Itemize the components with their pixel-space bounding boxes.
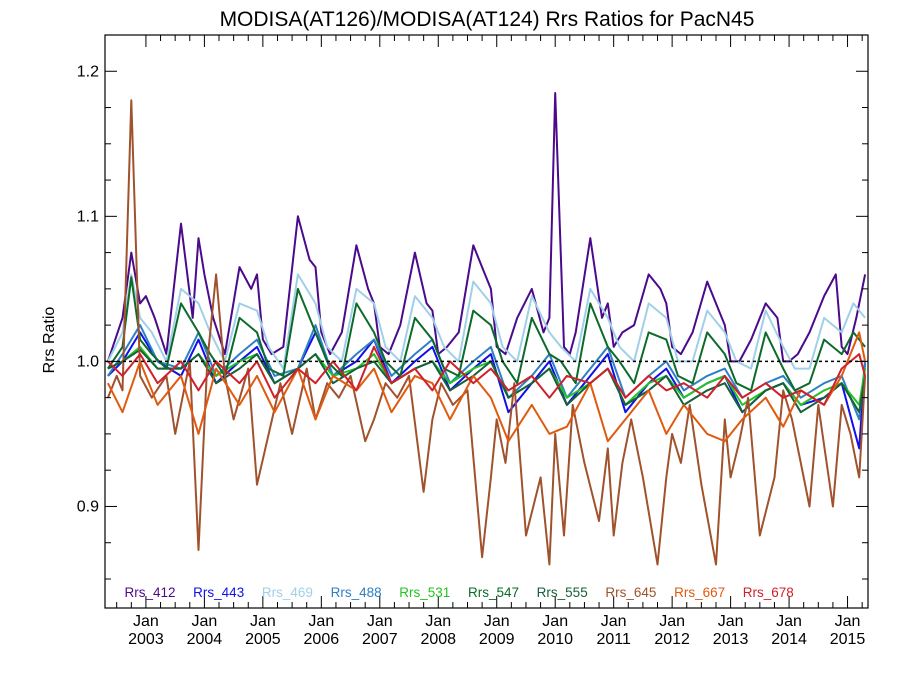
series-line-rrs-678: [107, 345, 867, 406]
legend-entry-rrs-469: Rrs_469: [262, 585, 313, 600]
legend-entry-rrs-678: Rrs_678: [743, 585, 794, 600]
series-line-rrs-547: [107, 276, 866, 392]
x-tick-label-month: Jan: [542, 613, 568, 630]
y-tick-label: 1.0: [77, 353, 99, 370]
x-tick-label-month: Jan: [425, 613, 451, 630]
legend-entry-rrs-443: Rrs_443: [193, 585, 244, 600]
legend-entry-rrs-531: Rrs_531: [399, 585, 450, 600]
legend-entry-rrs-555: Rrs_555: [537, 585, 588, 600]
y-tick-label: 1.2: [77, 63, 99, 80]
chart-title: MODISA(AT126)/MODISA(AT124) Rrs Ratios f…: [220, 8, 755, 31]
x-tick-label-month: Jan: [191, 613, 217, 630]
legend-entry-rrs-645: Rrs_645: [605, 585, 656, 600]
x-tick-label-month: Jan: [776, 613, 802, 630]
axis-layer: 0.91.01.11.2Jan2003Jan2004Jan2005Jan2006…: [77, 34, 869, 648]
x-tick-label-year: 2011: [596, 631, 631, 648]
series-layer: [106, 92, 867, 566]
series-line-rrs-555: [107, 348, 867, 414]
x-tick-label-year: 2004: [187, 631, 223, 648]
x-tick-label-month: Jan: [308, 613, 334, 630]
y-tick-label: 0.9: [77, 498, 99, 515]
x-tick-label-year: 2012: [654, 631, 690, 648]
x-tick-label-year: 2007: [362, 631, 398, 648]
x-tick-label-month: Jan: [250, 613, 276, 630]
x-tick-label-year: 2006: [304, 631, 340, 648]
series-line-rrs-667: [107, 331, 867, 443]
x-tick-label-year: 2009: [479, 631, 515, 648]
x-tick-label-year: 2008: [420, 631, 456, 648]
y-axis-label: Rrs Ratio: [41, 307, 58, 374]
x-tick-label-year: 2015: [830, 631, 866, 648]
plot-frame: [104, 34, 869, 609]
x-tick-label-month: Jan: [835, 613, 861, 630]
y-tick-label: 1.1: [77, 208, 99, 225]
x-tick-label-year: 2003: [128, 631, 164, 648]
x-tick-label-month: Jan: [718, 613, 744, 630]
legend-entry-rrs-667: Rrs_667: [674, 585, 725, 600]
x-tick-label-month: Jan: [484, 613, 510, 630]
series-line-rrs-645: [106, 99, 867, 566]
x-tick-label-month: Jan: [367, 613, 393, 630]
x-tick-label-year: 2010: [537, 631, 573, 648]
legend-entry-rrs-488: Rrs_488: [331, 585, 382, 600]
x-tick-label-month: Jan: [601, 613, 627, 630]
legend-entry-rrs-412: Rrs_412: [124, 585, 175, 600]
x-tick-label-month: Jan: [133, 613, 159, 630]
x-tick-label-month: Jan: [659, 613, 685, 630]
x-tick-label-year: 2013: [713, 631, 749, 648]
x-tick-label-year: 2014: [771, 631, 807, 648]
x-tick-label-year: 2005: [245, 631, 281, 648]
legend: Rrs_412 Rrs_443 Rrs_469 Rrs_488 Rrs_531 Rrs_5…: [124, 585, 793, 600]
legend-entry-rrs-547: Rrs_547: [468, 585, 519, 600]
